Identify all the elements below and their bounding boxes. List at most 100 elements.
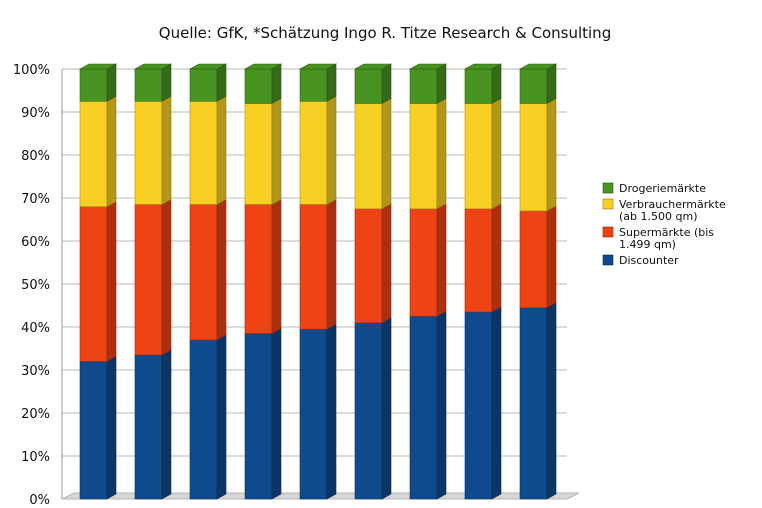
- bar-segment-drogeriemärkte-top: [463, 63, 503, 70]
- bar-segment-drogeriemärkte-top: [78, 63, 118, 70]
- legend-item: Discounter: [602, 254, 679, 267]
- y-tick-label: 30%: [21, 364, 50, 379]
- legend-swatch: [602, 182, 614, 194]
- bar-stack: [78, 63, 118, 500]
- bar-segment-drogeriemärkte-side: [381, 63, 392, 104]
- y-tick-label: 80%: [21, 149, 50, 164]
- bar-stack: [188, 63, 228, 500]
- bar-segment-verbrauchermärkte-side: [216, 95, 227, 205]
- bar-segment-discounter-side: [546, 302, 557, 500]
- bar-stack: [133, 63, 173, 500]
- bar-segment-drogeriemärkte: [244, 68, 273, 104]
- legend: Drogeriemärkte Verbrauchermärkte (ab 1.500…: [602, 182, 726, 267]
- bar-segment-drogeriemärkte-top: [298, 63, 338, 70]
- bar-segment-discounter: [354, 322, 383, 500]
- bar-segment-discounter: [299, 328, 328, 500]
- bar-segment-discounter: [189, 339, 218, 500]
- bar-segment-discounter-side: [216, 334, 227, 500]
- bar-segment-drogeriemärkte-side: [326, 63, 337, 102]
- y-tick-label: 10%: [21, 450, 50, 465]
- bar-segment-supermärkte: [244, 204, 273, 334]
- y-tick-label: 90%: [21, 106, 50, 121]
- bar-segment-discounter-side: [326, 323, 337, 500]
- bar-segment-supermärkte-side: [271, 198, 282, 334]
- y-tick-label: 100%: [13, 63, 50, 78]
- bar-segment-supermärkte: [519, 210, 548, 308]
- y-axis: 0% 10% 20% 30% 40% 50% 60% 70% 80% 90% 100%: [13, 63, 63, 508]
- bar-segment-drogeriemärkte-side: [546, 63, 557, 104]
- bar-segment-verbrauchermärkte: [519, 103, 548, 212]
- bar-segment-verbrauchermärkte-side: [271, 97, 282, 205]
- bar-segment-verbrauchermärkte: [354, 103, 383, 210]
- bar-segment-supermärkte-side: [436, 203, 447, 317]
- bar-segment-discounter: [79, 361, 108, 500]
- bar-stack: [518, 63, 558, 500]
- bar-segment-verbrauchermärkte-side: [326, 95, 337, 205]
- bar-segment-supermärkte-side: [161, 198, 172, 356]
- bar-segment-drogeriemärkte-side: [106, 63, 117, 102]
- bar-segment-discounter: [409, 315, 438, 500]
- bar-segment-supermärkte-side: [491, 203, 502, 313]
- bar-segment-discounter-side: [106, 355, 117, 500]
- bar-segment-supermärkte: [464, 208, 493, 313]
- legend-item: Verbrauchermärkte (ab 1.500 qm): [602, 198, 726, 223]
- chart-subtitle: Quelle: GfK, *Schätzung Ingo R. Titze Re…: [159, 24, 611, 42]
- y-tick-label: 70%: [21, 192, 50, 207]
- bar-segment-drogeriemärkte-top: [243, 63, 283, 70]
- bars-layer: [78, 63, 558, 500]
- bar-segment-discounter: [134, 354, 163, 500]
- bar-segment-verbrauchermärkte: [409, 103, 438, 210]
- bar-segment-drogeriemärkte-top: [188, 63, 228, 70]
- bar-segment-discounter-side: [381, 317, 392, 500]
- bar-segment-drogeriemärkte: [299, 68, 328, 102]
- y-tick-label: 60%: [21, 235, 50, 250]
- bar-segment-discounter-side: [491, 306, 502, 500]
- bar-stack: [353, 63, 393, 500]
- bar-segment-verbrauchermärkte-side: [491, 97, 502, 210]
- bar-segment-supermärkte-side: [546, 205, 557, 309]
- bar-segment-verbrauchermärkte-side: [436, 97, 447, 210]
- bar-segment-supermärkte-side: [326, 198, 337, 330]
- legend-item: Supermärkte (bis 1.499 qm): [602, 226, 714, 251]
- bar-segment-drogeriemärkte-top: [353, 63, 393, 70]
- bar-segment-verbrauchermärkte: [189, 100, 218, 205]
- y-tick-label: 20%: [21, 407, 50, 422]
- bar-segment-verbrauchermärkte-side: [546, 97, 557, 212]
- bar-segment-discounter: [464, 311, 493, 500]
- bar-segment-verbrauchermärkte: [79, 100, 108, 207]
- bar-segment-verbrauchermärkte-side: [106, 95, 117, 208]
- bar-stack: [408, 63, 448, 500]
- bar-segment-supermärkte: [409, 208, 438, 317]
- bar-stack: [463, 63, 503, 500]
- legend-swatch: [602, 226, 614, 238]
- bar-segment-supermärkte: [299, 204, 328, 330]
- legend-label: Verbrauchermärkte (ab 1.500 qm): [619, 198, 726, 223]
- legend-swatch: [602, 254, 614, 266]
- legend-label: Drogeriemärkte: [619, 182, 706, 195]
- bar-segment-discounter: [519, 307, 548, 500]
- bar-segment-verbrauchermärkte-side: [161, 95, 172, 205]
- legend-label: Discounter: [619, 254, 679, 267]
- bar-segment-drogeriemärkte: [519, 68, 548, 104]
- bar-segment-supermärkte: [354, 208, 383, 323]
- bar-segment-drogeriemärkte: [79, 68, 108, 102]
- bar-stack: [298, 63, 338, 500]
- legend-label: Supermärkte (bis 1.499 qm): [619, 226, 714, 251]
- bar-segment-supermärkte: [79, 206, 108, 362]
- bar-segment-drogeriemärkte: [189, 68, 218, 102]
- bar-segment-discounter-side: [271, 327, 282, 500]
- bar-segment-discounter-side: [436, 310, 447, 500]
- bar-segment-drogeriemärkte-top: [133, 63, 173, 70]
- bar-segment-drogeriemärkte-top: [518, 63, 558, 70]
- bar-stack: [243, 63, 283, 500]
- bar-segment-drogeriemärkte-side: [271, 63, 282, 104]
- legend-swatch: [602, 198, 614, 210]
- bar-segment-supermärkte-side: [216, 198, 227, 341]
- bar-segment-verbrauchermärkte-side: [381, 97, 392, 210]
- bar-segment-discounter: [244, 333, 273, 500]
- bar-segment-verbrauchermärkte: [464, 103, 493, 210]
- bar-segment-drogeriemärkte: [134, 68, 163, 102]
- bar-segment-supermärkte-side: [106, 201, 117, 362]
- bar-segment-drogeriemärkte: [464, 68, 493, 104]
